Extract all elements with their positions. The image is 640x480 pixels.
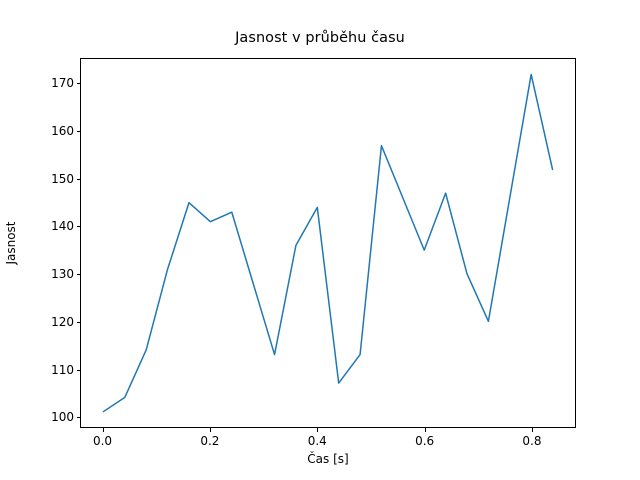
y-tick-mark <box>76 321 80 323</box>
y-tick-mark <box>76 417 80 419</box>
y-tick-mark <box>76 226 80 228</box>
y-tick-mark <box>76 274 80 276</box>
y-tick-mark <box>76 178 80 180</box>
x-tick-label: 0.4 <box>307 434 327 448</box>
y-tick-mark <box>76 369 80 371</box>
x-tick-mark <box>317 428 319 432</box>
plot-axes <box>80 58 576 428</box>
chart-title: Jasnost v průběhu času <box>235 30 405 46</box>
y-tick-label: 150 <box>51 171 74 186</box>
x-tick-label: 0.8 <box>522 434 542 448</box>
x-tick-label: 0.0 <box>92 434 113 448</box>
y-tick-label: 120 <box>51 314 74 329</box>
y-tick-label: 160 <box>51 123 74 138</box>
y-tick-label: 110 <box>51 362 74 377</box>
y-tick-label: 100 <box>51 410 74 425</box>
plot-area <box>102 73 554 413</box>
x-axis-label: Čas [s] <box>307 452 349 466</box>
y-tick-label: 140 <box>51 219 74 234</box>
x-tick-mark <box>424 428 426 432</box>
y-tick-label: 170 <box>51 76 74 91</box>
x-tick-mark <box>531 428 533 432</box>
x-tick-mark <box>209 428 211 432</box>
brightness-series-line <box>102 73 554 413</box>
y-tick-mark <box>76 130 80 132</box>
y-axis-label: Jasnost <box>4 221 18 265</box>
y-tick-mark <box>76 83 80 85</box>
x-tick-label: 0.2 <box>200 434 220 448</box>
x-tick-label: 0.6 <box>415 434 435 448</box>
y-tick-label: 130 <box>51 267 74 282</box>
x-tick-mark <box>102 428 104 432</box>
